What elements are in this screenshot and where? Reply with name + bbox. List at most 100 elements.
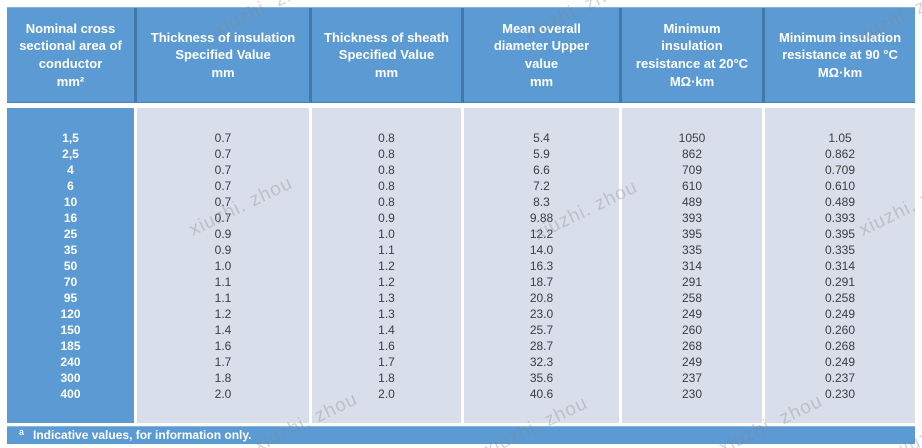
header-sheath-thickness: Thickness of sheath Specified Value mm [312, 8, 461, 102]
cell-r20: 335 [681, 243, 703, 257]
cell-sheath: 1.1 [378, 243, 395, 257]
cell-r20: 291 [681, 275, 703, 289]
cell-r90: 0.709 [824, 163, 856, 177]
cell-r90: 0.249 [824, 355, 856, 369]
cell-sheath: 1.3 [378, 291, 395, 305]
cell-sheath: 1.7 [378, 355, 395, 369]
cell-diameter: 9.88 [529, 211, 554, 225]
cell-r90: 0.395 [824, 227, 856, 241]
cell-diameter: 23.0 [529, 307, 554, 321]
cell-area: 120 [60, 307, 81, 321]
cell-r20: 230 [681, 387, 703, 401]
cell-r90: 0.862 [824, 147, 856, 161]
cell-sheath: 0.8 [378, 179, 395, 193]
cell-diameter: 28.7 [529, 339, 554, 353]
cell-r20: 709 [681, 163, 703, 177]
cell-insulation: 1.0 [214, 259, 232, 273]
cell-area: 1,5 [62, 131, 79, 145]
footnote-text: Indicative values, for information only. [33, 428, 252, 442]
column-resistance-20c: 1050 862 709 610 489 393 395 335 314 291 258 249 260… [622, 108, 762, 423]
cell-r90: 0.393 [824, 211, 856, 225]
cell-r90: 1.05 [828, 131, 852, 145]
cell-sheath: 0.8 [378, 131, 395, 145]
cell-area: 35 [63, 243, 78, 257]
cell-r90: 0.230 [824, 387, 856, 401]
cell-r20: 610 [681, 179, 703, 193]
table-body: 1,5 2,5 4 6 10 16 25 35 50 70 95 120 150 185 240 300 400… [7, 108, 915, 423]
footnote-bar: a Indicative values, for information onl… [7, 426, 915, 444]
header-nominal-area: Nominal cross sectional area of conducto… [7, 8, 134, 102]
column-insulation-thickness: 0.7 0.7 0.7 0.7 0.7 0.7 0.9 0.9 1.0 1.1 1.1 1.2 1.4 1… [137, 108, 309, 423]
cell-diameter: 16.3 [529, 259, 554, 273]
cell-insulation: 0.7 [214, 163, 232, 177]
cell-r20: 862 [681, 147, 703, 161]
cell-area: 95 [63, 291, 78, 305]
cell-r90: 0.237 [824, 371, 856, 385]
cell-insulation: 0.7 [214, 147, 232, 161]
cell-r90: 0.268 [824, 339, 856, 353]
cable-spec-table: Nominal cross sectional area of conducto… [7, 7, 915, 444]
cell-diameter: 35.6 [529, 371, 554, 385]
cell-area: 185 [60, 339, 81, 353]
cell-diameter: 7.2 [533, 179, 550, 193]
cell-sheath: 1.6 [378, 339, 395, 353]
cell-r20: 249 [681, 307, 703, 321]
header-resistance-20c: Minimum insulation resistance at 20°C MΩ… [622, 8, 762, 102]
cell-sheath: 0.8 [378, 163, 395, 177]
header-mean-diameter: Mean overall diameter Upper value mm [464, 8, 619, 102]
cell-insulation: 2.0 [214, 387, 232, 401]
cell-sheath: 0.8 [378, 195, 395, 209]
cell-r90: 0.260 [824, 323, 856, 337]
cell-sheath: 1.2 [378, 275, 395, 289]
cell-r20: 260 [681, 323, 703, 337]
cell-r20: 393 [681, 211, 703, 225]
cell-r90: 0.249 [824, 307, 856, 321]
header-resistance-90c: Minimum insulation resistance at 90 °C M… [765, 8, 915, 102]
cell-insulation: 1.6 [214, 339, 232, 353]
cell-r90: 0.335 [824, 243, 856, 257]
cell-insulation: 1.2 [214, 307, 232, 321]
cell-r20: 1050 [678, 131, 706, 145]
cell-diameter: 18.7 [529, 275, 554, 289]
cell-insulation: 0.7 [214, 131, 232, 145]
cell-area: 70 [63, 275, 78, 289]
cell-sheath: 1.4 [378, 323, 395, 337]
cell-diameter: 20.8 [529, 291, 554, 305]
cell-diameter: 40.6 [529, 387, 554, 401]
cell-insulation: 0.7 [214, 179, 232, 193]
cell-r20: 314 [681, 259, 703, 273]
cell-insulation: 0.9 [214, 227, 232, 241]
cell-r90: 0.291 [824, 275, 856, 289]
table-header-row: Nominal cross sectional area of conducto… [7, 7, 915, 103]
cell-area: 400 [60, 387, 81, 401]
cell-insulation: 0.9 [214, 243, 232, 257]
cell-r90: 0.314 [824, 259, 856, 273]
cell-sheath: 1.0 [378, 227, 395, 241]
cell-insulation: 1.7 [214, 355, 232, 369]
cell-sheath: 1.3 [378, 307, 395, 321]
cell-r20: 268 [681, 339, 703, 353]
cell-sheath: 1.2 [378, 259, 395, 273]
cell-diameter: 5.4 [533, 131, 550, 145]
cell-insulation: 0.7 [214, 211, 232, 225]
cell-diameter: 6.6 [533, 163, 550, 177]
column-mean-diameter: 5.4 5.9 6.6 7.2 8.3 9.88 12.2 14.0 16.3 18.7 20.8 2… [464, 108, 619, 423]
cell-r90: 0.610 [824, 179, 856, 193]
cell-diameter: 8.3 [533, 195, 550, 209]
cell-diameter: 12.2 [529, 227, 554, 241]
cell-r90: 0.258 [824, 291, 856, 305]
cell-r20: 395 [681, 227, 703, 241]
cell-sheath: 0.9 [378, 211, 395, 225]
cell-area: 4 [67, 163, 74, 177]
cell-diameter: 25.7 [529, 323, 554, 337]
cell-insulation: 1.8 [214, 371, 232, 385]
cell-sheath: 0.8 [378, 147, 395, 161]
cell-area: 150 [60, 323, 81, 337]
column-sheath-thickness: 0.8 0.8 0.8 0.8 0.8 0.9 1.0 1.1 1.2 1.2 1.3 1.3 1.4 1… [312, 108, 461, 423]
cell-area: 300 [60, 371, 81, 385]
header-insulation-thickness: Thickness of insulation Specified Value … [137, 8, 309, 102]
cell-area: 16 [63, 211, 78, 225]
cell-r20: 258 [681, 291, 703, 305]
cell-insulation: 0.7 [214, 195, 232, 209]
cell-diameter: 5.9 [533, 147, 550, 161]
